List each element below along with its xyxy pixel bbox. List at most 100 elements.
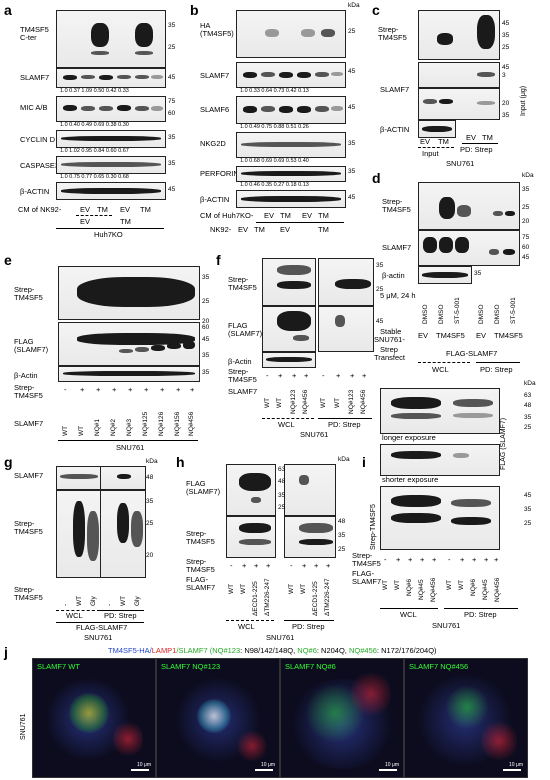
j-image-nq456-label: SLAMF7 NQ#456	[409, 662, 469, 671]
e-slamf7-row: SLAMF7	[14, 419, 44, 428]
i-sign-5: -	[448, 555, 451, 564]
b-kda-45c: 45	[348, 194, 356, 201]
panel-b-letter: b	[190, 2, 199, 18]
h-line	[284, 620, 334, 621]
c-kda-45b: 45	[502, 64, 510, 71]
a-kda-45: 45	[168, 74, 176, 81]
f-kda-35: 35	[376, 262, 384, 269]
b-tm-2: TM	[318, 211, 329, 220]
h-sign-4: -	[290, 561, 293, 570]
j-title-g: : N204Q,	[316, 646, 349, 655]
i-sign-8: +	[484, 555, 489, 564]
e-blot-strep	[58, 266, 200, 320]
a-row-actin: β-ACTIN	[20, 187, 50, 196]
h-dash	[226, 620, 274, 621]
i-blot-strep	[380, 486, 500, 550]
a-nums-slamf7: 1.0 0.37 1.09 0.50 0.42 0.33	[60, 88, 129, 94]
c-blot-slamf7-3	[418, 62, 500, 88]
a-kda-25: 25	[168, 44, 176, 51]
f-row-actin: β-Actin	[228, 357, 252, 366]
g-blot-slamf7-wcl	[56, 466, 102, 490]
d-blot-slamf7	[418, 230, 520, 266]
i-kda-35b: 35	[524, 506, 532, 513]
b-row-perforin: PERFORIN	[200, 169, 239, 178]
i-blot-flag-short	[380, 444, 500, 476]
d-line	[476, 362, 520, 363]
d-strep-label: Strep	[380, 345, 398, 354]
e-line	[58, 440, 198, 441]
i-sign-9: +	[494, 555, 499, 564]
b-nums-perforin: 1.0 0.46 0.35 0.27 0.18 0.13	[240, 182, 309, 188]
c-kda-35: 35	[502, 32, 510, 39]
b-row-slamf6: SLAMF6	[200, 105, 230, 114]
a-kda-35c: 35	[168, 160, 176, 167]
j-title-f: NQ#6	[297, 646, 317, 655]
c-input-label: Input (μg)	[520, 85, 527, 116]
h-mut-0: WT	[228, 583, 235, 594]
e-kda-35c: 35	[202, 369, 210, 376]
g-blot-strep-wcl	[56, 490, 102, 578]
i-sign-4: +	[432, 555, 437, 564]
f-blot-strep-wcl	[262, 258, 316, 306]
b-kda-35: 35	[348, 140, 356, 147]
g-group-wcl: WCL	[66, 611, 83, 620]
b-row-actin: β-ACTIN	[200, 195, 230, 204]
f-mut-2: NQ#123	[290, 389, 297, 414]
d-group-wcl: WCL	[432, 365, 449, 374]
a-blot-casp	[56, 156, 166, 174]
g-lane-4: WT	[120, 595, 127, 606]
a-bottom: Huh7KO	[94, 230, 123, 239]
f-kda-45: 45	[376, 318, 384, 325]
f-dash	[262, 418, 314, 419]
d-kda-75: 75	[522, 234, 530, 241]
h-mut-2: ΔECD1-225	[252, 581, 259, 616]
e-sign-1: +	[80, 385, 85, 394]
b-row-nkg2d: NKG2D	[200, 139, 226, 148]
f-group-pd: PD: Strep	[328, 420, 361, 429]
b-blot-slamf7	[236, 62, 346, 88]
i-longer: longer exposure	[382, 433, 436, 442]
f-mut-5: WT	[334, 397, 341, 408]
c-lane-tm2: TM	[482, 133, 493, 142]
b-ev-4: EV	[280, 225, 291, 234]
c-input-20: 20	[502, 100, 510, 107]
j-title-e: : N98/142/148Q,	[240, 646, 298, 655]
e-sign-0: -	[64, 385, 67, 394]
g-kda-25: 25	[146, 520, 154, 527]
h-kda-25: 25	[278, 504, 286, 511]
j-image-nq123-label: SLAMF7 NQ#123	[161, 662, 221, 671]
f-blot-actin	[262, 352, 316, 368]
a-nums-cyclin: 1.0 1.02 0.95 0.84 0.60 0.67	[60, 148, 129, 154]
i-mut-8: NQ#45	[482, 579, 489, 600]
g-bottom: SNU761	[84, 633, 113, 642]
f-blot-flag-pd	[318, 306, 374, 352]
d-kda-head: kDa	[522, 172, 534, 179]
a-blot-slamf7	[56, 68, 166, 88]
a-kda-35: 35	[168, 22, 176, 29]
e-mut-5: NQ#125	[142, 411, 149, 436]
h-kda-head: kDa	[338, 456, 350, 463]
i-group-pd: PD: Strep	[464, 610, 497, 619]
a-tm-2: TM	[140, 205, 151, 214]
e-blot-actin	[58, 366, 200, 382]
h-mut-5: WT	[300, 583, 307, 594]
a-nums-mic: 1.0 0.40 0.49 0.69 0.38 0.30	[60, 122, 129, 128]
b-blot-actin	[236, 190, 346, 208]
d-treat-1: DMSO	[422, 304, 429, 325]
b-cm-label: CM of Huh7KO-	[200, 211, 254, 220]
a-ev-2: EV	[120, 205, 131, 214]
j-title: TM4SF5-HA/LAMP1/SLAMF7 (NQ#123: N98/142/…	[108, 646, 437, 655]
g-row-slamf7: SLAMF7	[14, 471, 44, 480]
h-group-pd: PD: Strep	[292, 622, 325, 631]
c-line	[462, 143, 498, 144]
f-row-flag: FLAG (SLAMF7)	[228, 321, 263, 338]
b-row-slamf7: SLAMF7	[200, 71, 230, 80]
g-line2	[56, 622, 144, 623]
e-mut-8: NQ#456	[188, 411, 195, 436]
panel-i-letter: i	[362, 454, 366, 470]
j-title-i: : N172/176/204Q)	[376, 646, 437, 655]
f-line	[318, 418, 372, 419]
i-kda-head: kDa	[524, 380, 536, 387]
g-lane-2: Gly	[90, 596, 97, 606]
h-blot-flag-wcl	[226, 464, 276, 516]
